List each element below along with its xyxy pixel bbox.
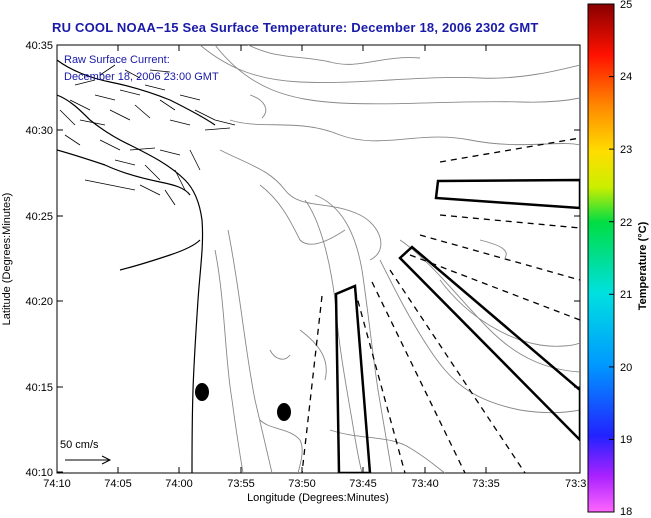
- colorbar-tick-label: 18: [620, 506, 632, 518]
- colorbar-tick-label: 20: [620, 362, 632, 374]
- colorbar-tick-label: 25: [620, 0, 632, 11]
- x-tick-label: 74:05: [104, 478, 132, 490]
- x-tick-label: 74:10: [43, 478, 71, 490]
- y-tick-label: 40:30: [25, 125, 53, 137]
- station-marker: [195, 383, 209, 401]
- y-tick-label: 40:20: [25, 296, 53, 308]
- colorbar-tick-label: 22: [620, 217, 632, 229]
- colorbar-gradient: [587, 3, 615, 513]
- x-axis: [56, 45, 487, 473]
- x-tick-label: 73:40: [411, 478, 439, 490]
- sampling-boxes: [334, 178, 580, 473]
- station-marker: [277, 403, 291, 421]
- x-tick-label: 73:50: [288, 478, 316, 490]
- colorbar-tick-label: 21: [620, 289, 632, 301]
- y-tick-label: 40:35: [25, 40, 53, 52]
- colorbar-tick-label: 23: [620, 144, 632, 156]
- scale-arrow-icon: [65, 455, 112, 465]
- x-tick-label: 73:35: [472, 478, 500, 490]
- annotation-line2: December 18, 2006 23:00 GMT: [64, 71, 219, 83]
- x-tick-label: 73:3: [565, 478, 586, 490]
- map-title: RU COOL NOAA−15 Sea Surface Temperature:…: [52, 20, 539, 35]
- y-axis: [57, 44, 580, 473]
- colorbar: 25 24 23 22 21 20 19 18 Temperature (°C): [587, 0, 649, 518]
- y-axis-label: Latitude (Degrees:Minutes): [1, 193, 13, 326]
- y-tick-label: 40:15: [25, 382, 53, 394]
- annotation-line1: Raw Surface Current:: [64, 54, 170, 66]
- x-tick-label: 73:55: [227, 478, 255, 490]
- x-tick-label: 73:45: [349, 478, 377, 490]
- x-tick-label: 74:00: [165, 478, 193, 490]
- map-plot-area: Raw Surface Current: December 18, 2006 2…: [56, 44, 581, 474]
- radar-sector-lines: [301, 137, 580, 473]
- colorbar-tick-label: 24: [620, 71, 632, 83]
- scale-label: 50 cm/s: [60, 439, 99, 451]
- y-tick-label: 40:10: [25, 467, 53, 479]
- current-vectors: [59, 64, 236, 206]
- colorbar-label: Temperature (°C): [637, 221, 649, 310]
- colorbar-tick-label: 19: [620, 434, 632, 446]
- x-axis-label: Longitude (Degrees:Minutes): [247, 492, 389, 504]
- coastline: [57, 59, 216, 473]
- plot-frame: [56, 44, 581, 474]
- y-tick-label: 40:25: [25, 211, 53, 223]
